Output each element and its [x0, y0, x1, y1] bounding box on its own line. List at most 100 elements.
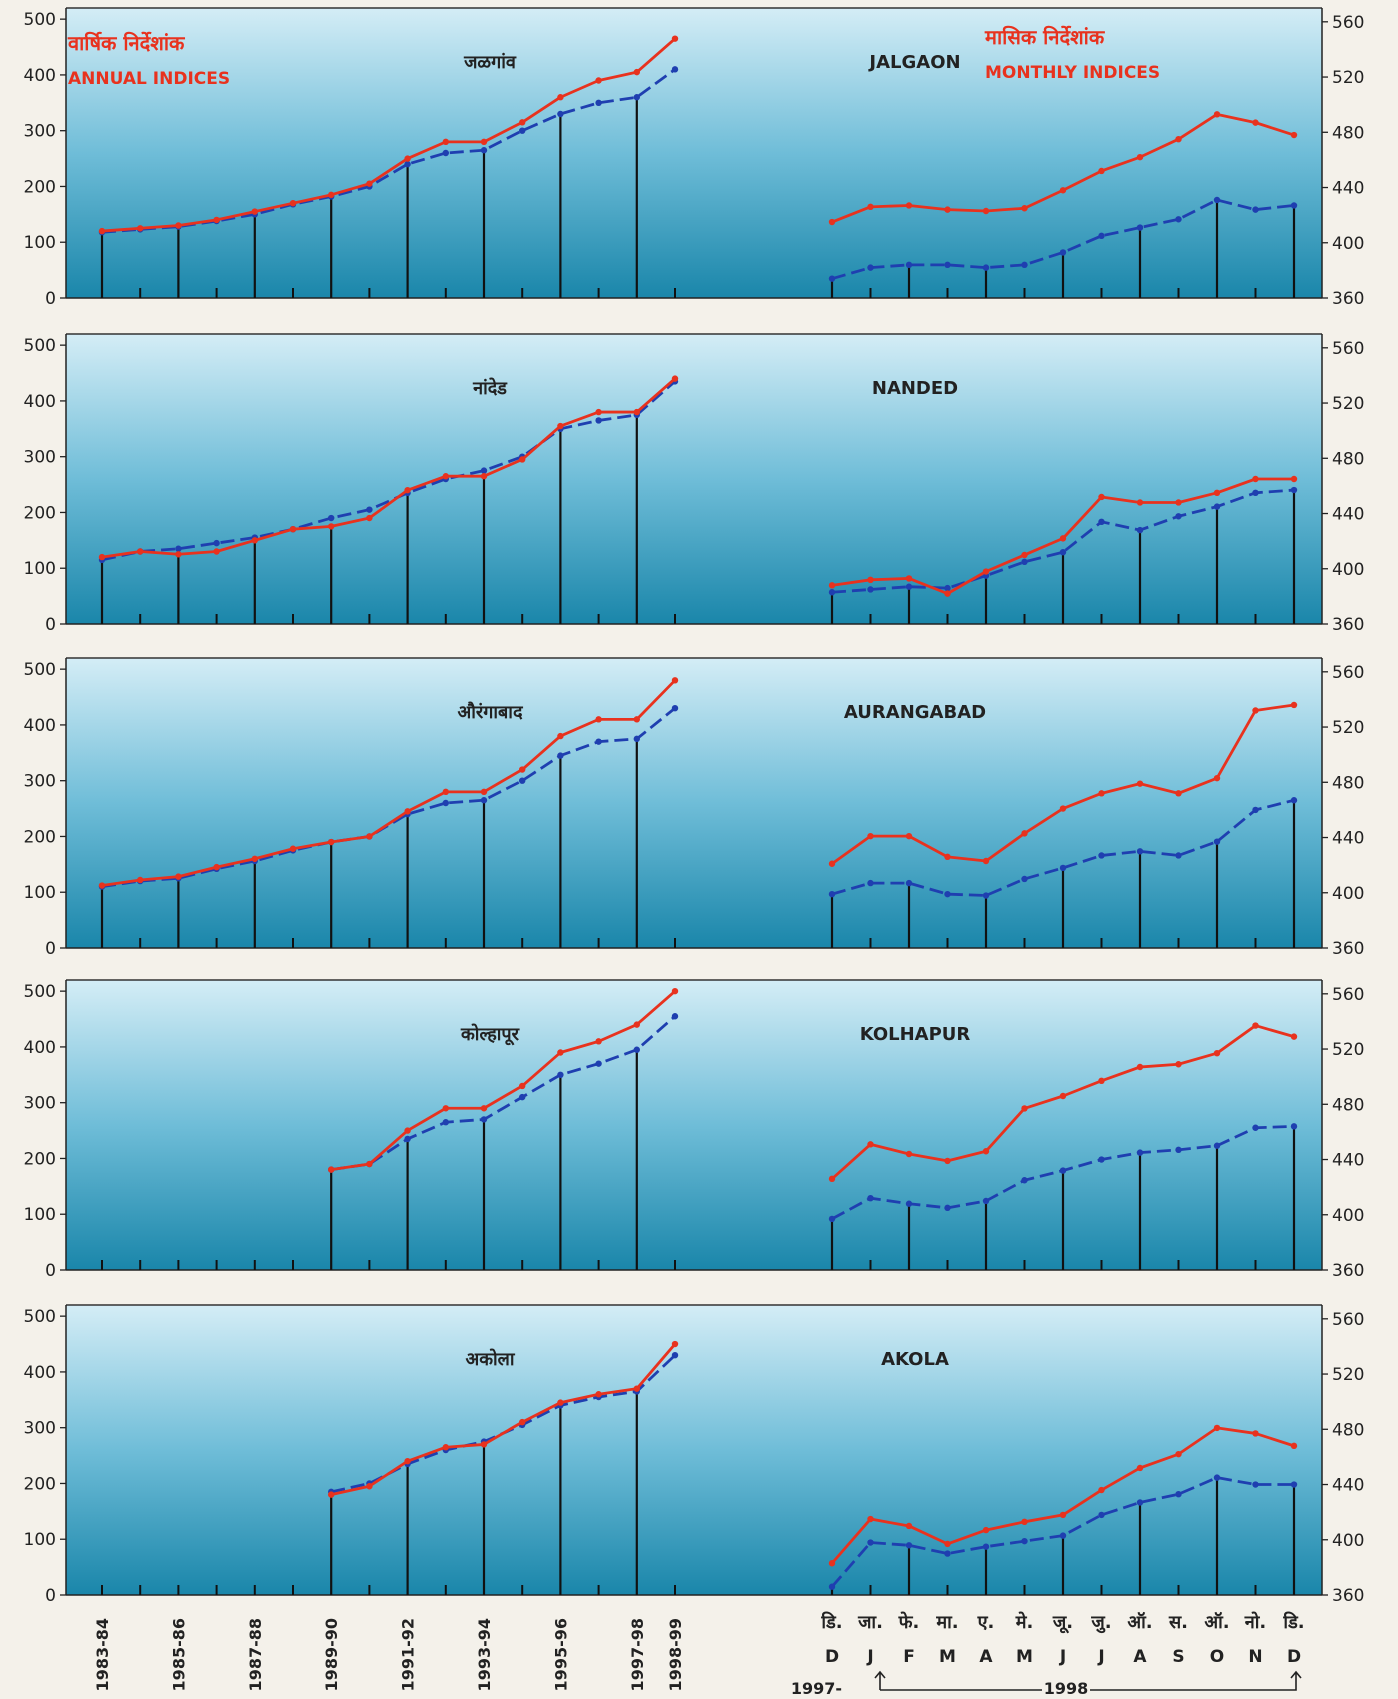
monthly-red-series-point: [944, 853, 951, 861]
right-tick-label: 520: [1332, 394, 1364, 414]
month-label-english: F: [903, 1647, 915, 1667]
monthly-blue-series-point: [1021, 875, 1028, 883]
year-label: 1989-90: [322, 1618, 341, 1691]
monthly-red-series-point: [1136, 153, 1144, 161]
monthly-red-series-point: [1213, 774, 1221, 782]
annual-blue-series-point: [480, 797, 488, 804]
right-tick-label: 560: [1332, 13, 1364, 33]
right-tick-label: 440: [1332, 179, 1364, 199]
monthly-red-series-point: [1059, 535, 1067, 542]
monthly-red-series-point: [1098, 167, 1105, 175]
monthly-red-series-point: [1252, 475, 1259, 483]
annual-red-series-point: [213, 863, 220, 871]
month-label-english: J: [1059, 1647, 1066, 1667]
annual-red-series-point: [251, 855, 258, 862]
monthly-red-series-point: [1059, 1511, 1067, 1519]
annual-blue-series-point: [633, 94, 640, 101]
annual-red-series-point: [328, 523, 335, 530]
left-tick-label: 100: [24, 1205, 56, 1225]
annual-red-series-point: [633, 1385, 640, 1392]
monthly-red-series-point: [1021, 1105, 1028, 1112]
monthly-red-series-point: [1175, 499, 1182, 506]
month-label-marathi: जा.: [857, 1612, 883, 1633]
annual-red-series-point: [671, 1340, 679, 1348]
annual-red-series-line: [330, 990, 676, 1172]
left-tick-label: 400: [24, 392, 56, 412]
monthly-blue-series-point: [944, 1204, 951, 1212]
annual-red-series-point: [519, 119, 526, 126]
annual-red-series-point: [519, 456, 526, 463]
monthly-red-series-point: [982, 207, 990, 215]
right-tick-label: 400: [1332, 884, 1364, 904]
year-label: 1997-98: [628, 1618, 647, 1691]
monthly-red-series-point: [1098, 790, 1105, 797]
monthly-red-series-point: [867, 203, 874, 211]
left-tick-label: 300: [24, 1094, 56, 1114]
annual-red-series-point: [289, 199, 297, 207]
panel-jalgaon: 0 100 200 300 400 500 360 400 440 480 520 560 जळगांव…: [24, 7, 1364, 309]
month-label-english: D: [825, 1647, 839, 1667]
annual-red-series-point: [137, 225, 144, 232]
annual-red-series-point: [213, 216, 220, 224]
right-tick-label: 520: [1332, 718, 1364, 738]
monthly-blue-series-point: [944, 584, 951, 592]
monthly-blue-series-point: [1021, 261, 1028, 269]
monthly-red-series-point: [1290, 131, 1298, 139]
right-tick-label: 480: [1332, 449, 1364, 469]
left-tick-label: 400: [24, 1363, 56, 1383]
left-tick-label: 500: [24, 336, 56, 356]
annual-red-series-point: [366, 1160, 373, 1168]
annual-blue-series-point: [633, 735, 640, 743]
annual-red-series-point: [671, 35, 679, 42]
annual-blue-series-line: [101, 707, 676, 889]
annual-red-series-point: [366, 1483, 373, 1490]
annual-blue-series-point: [480, 467, 488, 474]
monthly-red-series-point: [1213, 111, 1221, 118]
monthly-blue-series-point: [1059, 548, 1067, 556]
month-label-marathi: डि.: [820, 1611, 842, 1633]
monthly-blue-series-point: [867, 586, 874, 593]
monthly-blue-series-point: [1290, 202, 1298, 209]
left-tick-label: 0: [45, 289, 56, 309]
monthly-blue-series-point: [1213, 838, 1221, 845]
left-tick-label: 0: [45, 939, 56, 959]
district-name-english: AURANGABAD: [844, 702, 986, 723]
monthly-red-series-point: [944, 1157, 951, 1165]
annual-blue-series-point: [480, 147, 488, 154]
annual-blue-series-point: [442, 1119, 449, 1126]
monthly-red-series-point: [1290, 1442, 1298, 1450]
left-tick-label: 0: [45, 615, 56, 635]
right-tick-label: 560: [1332, 663, 1364, 683]
district-name-marathi: जळगांव: [463, 52, 517, 73]
monthly-blue-series-point: [905, 261, 913, 269]
monthly-red-series-point: [1136, 780, 1144, 787]
monthly-blue-series-point: [1136, 224, 1144, 231]
district-name-english: AKOLA: [881, 1349, 949, 1370]
month-label-marathi: ऑ.: [1204, 1611, 1229, 1633]
monthly-red-series-point: [828, 1175, 836, 1183]
monthly-blue-series-point: [1252, 1481, 1259, 1488]
left-tick-label: 200: [24, 503, 56, 523]
month-label-english: D: [1287, 1647, 1301, 1667]
left-tick-label: 500: [24, 1307, 56, 1327]
monthly-red-series-point: [1290, 475, 1298, 483]
annual-red-series-point: [557, 1049, 564, 1056]
monthly-red-series-point: [867, 832, 874, 840]
annual-red-series-point: [442, 788, 449, 796]
monthly-blue-series-point: [1136, 848, 1144, 855]
month-label-marathi: मे.: [1015, 1611, 1034, 1633]
annual-red-series-point: [442, 473, 449, 480]
panel-background: [66, 980, 1322, 1270]
annual-blue-series-point: [595, 738, 602, 745]
annual-red-series-point: [633, 1021, 640, 1028]
monthly-blue-series-point: [828, 890, 836, 898]
annual-red-series-point: [404, 808, 411, 815]
annual-red-series-point: [557, 732, 564, 740]
right-tick-label: 400: [1332, 234, 1364, 254]
month-label-english: O: [1210, 1647, 1224, 1667]
monthly-red-series-point: [982, 1526, 990, 1534]
month-label-english: A: [979, 1647, 993, 1667]
district-name-english: NANDED: [872, 378, 958, 399]
monthly-blue-series-point: [1136, 526, 1144, 534]
